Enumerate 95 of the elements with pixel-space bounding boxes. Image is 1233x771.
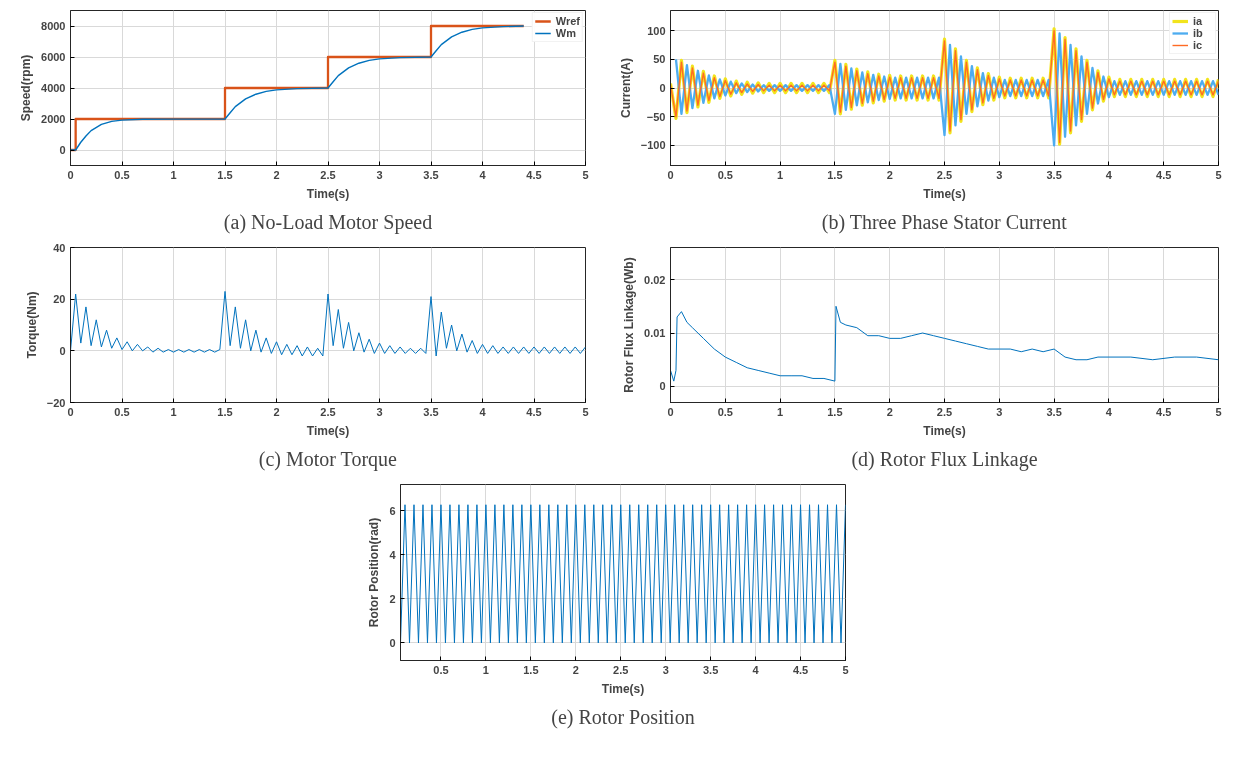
y-axis-title: Current(A) (618, 58, 633, 118)
x-tick-label: 1.5 (827, 405, 843, 418)
y-tick-label: 0.01 (644, 327, 666, 340)
y-tick-label: 0 (59, 344, 66, 357)
x-tick-label: 3.5 (1046, 405, 1062, 418)
y-tick-label: 0.02 (644, 273, 666, 286)
x-tick-label: 4 (1105, 405, 1113, 418)
y-axis-title: Speed(rpm) (19, 54, 34, 122)
x-tick-label: 1 (482, 663, 489, 676)
x-tick-label: 0 (667, 405, 674, 418)
x-tick-label: 5 (582, 168, 589, 181)
x-tick-label: 3 (662, 663, 669, 676)
x-tick-label: 0.5 (114, 168, 130, 181)
x-tick-label: 5 (1215, 405, 1222, 418)
x-tick-label: 2.5 (936, 405, 953, 418)
x-tick-label: 0.5 (717, 405, 733, 418)
x-tick-label: 1.5 (217, 405, 233, 418)
x-tick-label: 4 (752, 663, 760, 676)
x-tick-label: 4 (479, 405, 487, 418)
y-tick-label: 0 (59, 144, 66, 156)
x-tick-label: 3 (996, 405, 1003, 418)
x-tick-label: 2.5 (320, 405, 336, 418)
x-tick-label: 2 (273, 405, 280, 418)
x-tick-label: 4 (479, 168, 487, 181)
y-axis-title: Torque(Nm) (24, 291, 39, 359)
x-axis-title: Time(s) (306, 423, 350, 438)
x-tick-label: 1.5 (217, 168, 233, 181)
y-tick-label: −20 (46, 396, 66, 409)
x-axis-title: Time(s) (923, 186, 966, 201)
y-tick-label: 2000 (41, 113, 66, 125)
y-tick-label: −50 (646, 110, 666, 123)
x-tick-label: 2 (572, 663, 579, 676)
x-tick-label: 3.5 (1046, 168, 1062, 181)
x-tick-label: 3.5 (423, 168, 439, 181)
y-tick-label: 20 (53, 293, 66, 306)
y-tick-label: 4000 (41, 82, 66, 94)
x-tick-label: 1 (170, 405, 177, 418)
y-tick-label: 8000 (41, 20, 66, 32)
y-tick-label: 6000 (41, 51, 66, 63)
text: (a) No-Load Motor Speed (223, 210, 433, 234)
legend-label: ib (1193, 27, 1204, 39)
y-tick-label: 40 (53, 241, 66, 254)
x-tick-label: 1.5 (827, 168, 843, 181)
text: (c) Motor Torque (258, 447, 398, 471)
x-axis-title: Time(s) (923, 423, 966, 438)
text: (d) Rotor Flux Linkage (851, 447, 1038, 471)
x-tick-label: 2 (273, 168, 280, 181)
x-tick-label: 4.5 (526, 405, 542, 418)
x-tick-label: 4.5 (792, 663, 809, 676)
x-tick-label: 0 (67, 405, 74, 418)
x-tick-label: 0 (67, 168, 74, 181)
y-tick-label: 4 (389, 548, 397, 561)
y-tick-label: 50 (653, 53, 666, 66)
x-tick-label: 0 (667, 168, 674, 181)
y-axis-title: Rotor Position(rad) (367, 517, 382, 628)
x-tick-label: 3 (376, 168, 383, 181)
y-tick-label: 6 (389, 504, 396, 517)
y-tick-label: 0 (659, 380, 666, 393)
legend-label: Wref (555, 15, 580, 27)
x-tick-label: 2.5 (936, 168, 953, 181)
x-tick-label: 2.5 (320, 168, 336, 181)
x-axis-title: Time(s) (601, 681, 645, 696)
x-tick-label: 1.5 (523, 663, 539, 676)
x-tick-label: 0.5 (433, 663, 449, 676)
text: (b) Three Phase Stator Current (821, 210, 1068, 234)
x-tick-label: 2 (886, 405, 893, 418)
x-tick-label: 0.5 (114, 405, 130, 418)
x-tick-label: 2.5 (613, 663, 629, 676)
legend-label: ia (1193, 15, 1204, 27)
y-tick-label: −100 (640, 139, 666, 152)
x-tick-label: 1 (777, 168, 784, 181)
x-tick-label: 5 (582, 405, 589, 418)
x-tick-label: 5 (842, 663, 849, 676)
legend-label: ic (1193, 39, 1204, 51)
x-axis-title: Time(s) (306, 186, 350, 201)
x-tick-label: 4 (1105, 168, 1113, 181)
x-tick-label: 4.5 (526, 168, 542, 181)
x-tick-label: 3.5 (423, 405, 439, 418)
x-tick-label: 4.5 (1156, 405, 1172, 418)
x-tick-label: 3 (376, 405, 383, 418)
x-tick-label: 3 (996, 168, 1003, 181)
y-tick-label: 100 (647, 24, 666, 37)
x-tick-label: 2 (886, 168, 893, 181)
y-tick-label: 0 (389, 636, 396, 649)
y-axis-title: Rotor Flux Linkage(Wb) (622, 257, 637, 393)
y-tick-label: 0 (659, 82, 666, 94)
x-tick-label: 1 (777, 405, 784, 418)
x-tick-label: 1 (170, 168, 177, 181)
x-tick-label: 3.5 (703, 663, 719, 676)
text: (e) Rotor Position (551, 705, 695, 729)
legend-label: Wm (555, 27, 576, 39)
x-tick-label: 5 (1215, 168, 1222, 181)
x-tick-label: 0.5 (717, 168, 733, 181)
y-tick-label: 2 (389, 592, 396, 605)
x-tick-label: 4.5 (1156, 168, 1172, 181)
